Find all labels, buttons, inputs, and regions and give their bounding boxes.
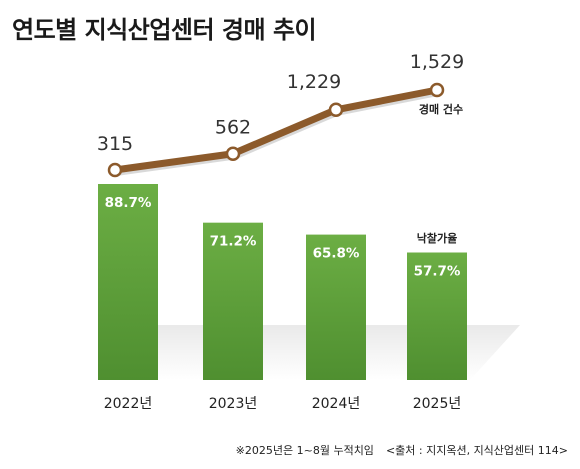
line-point-1	[107, 162, 123, 178]
bar-value-label-4: 57.7%	[414, 264, 461, 280]
footnote: ※2025년은 1~8월 누적치임	[235, 444, 374, 457]
bar-value-label-2: 71.2%	[210, 234, 257, 250]
line-value-label-2: 562	[215, 117, 251, 139]
bar-value-label-3: 65.8%	[313, 246, 360, 262]
bar-value-label-1: 88.7%	[105, 195, 152, 211]
footnote-row: ※2025년은 1~8월 누적치임 <출처 : 지지옥션, 지식산업센터 114>	[0, 442, 568, 458]
line-value-label-4: 1,529	[410, 51, 464, 73]
source-note: <출처 : 지지옥션, 지식산업센터 114>	[385, 444, 568, 457]
line-point-3	[328, 102, 344, 118]
chart-title: 연도별 지식산업센터 경매 추이	[12, 16, 317, 44]
bar-2	[203, 222, 263, 380]
line-value-label-1: 315	[97, 133, 133, 155]
line-series	[111, 86, 441, 174]
bar-3	[306, 234, 366, 380]
x-tick-label-1: 2022년	[104, 396, 153, 412]
line-value-label-3: 1,229	[287, 71, 341, 93]
line-series-label: 경매 건수	[419, 102, 463, 116]
bar-series-label: 낙찰가율	[417, 231, 457, 245]
x-tick-label-3: 2024년	[312, 396, 361, 412]
line-point-4	[429, 82, 445, 98]
line-point-2	[225, 146, 241, 161]
x-tick-label-4: 2025년	[413, 396, 462, 412]
bar-4	[407, 252, 467, 380]
x-tick-label-2: 2023년	[209, 396, 258, 412]
bar-1	[98, 184, 158, 380]
